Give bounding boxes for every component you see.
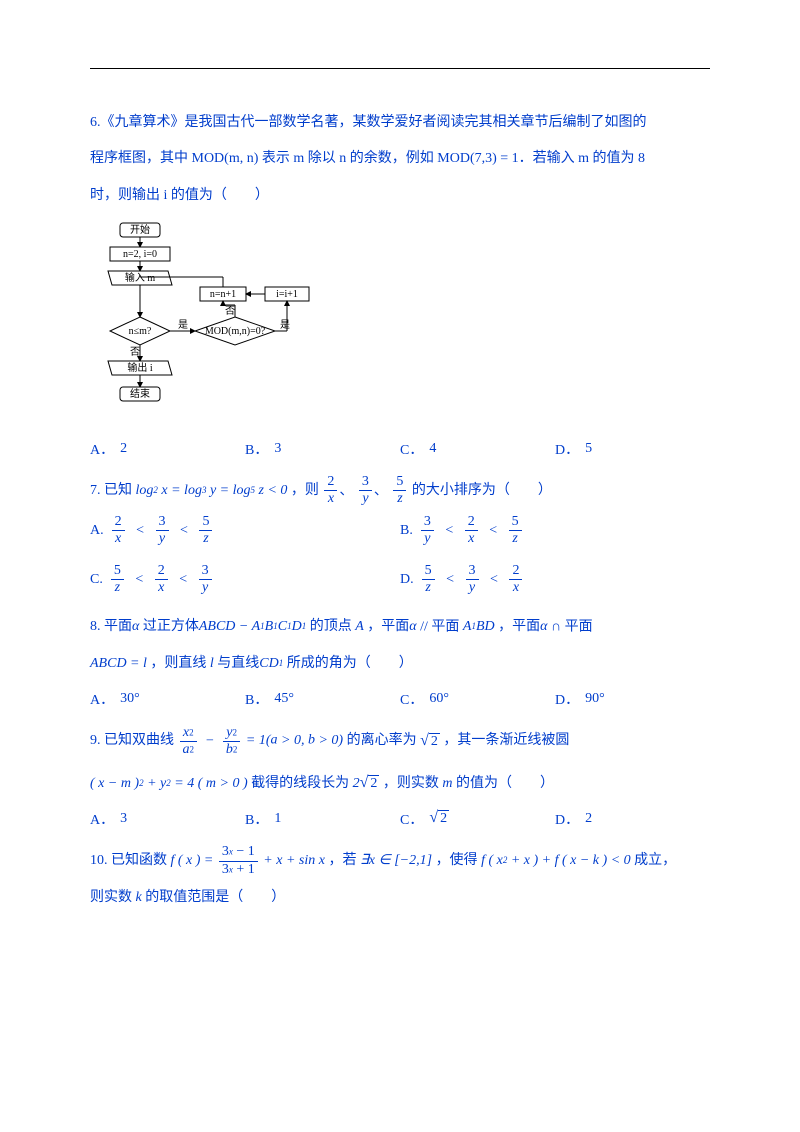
q6-opt-c: C．4 <box>400 439 555 459</box>
q7-opt-b: B. 3y < 2x < 5z <box>400 515 710 546</box>
q6-line3: 时，则输出 i 的值为（ ） <box>90 178 710 214</box>
svg-text:n=2, i=0: n=2, i=0 <box>123 249 157 260</box>
q7-opt-c: C. 5z < 2x < 3y <box>90 564 400 595</box>
svg-text:输出 i: 输出 i <box>127 361 152 374</box>
q6-opt-d: D．5 <box>555 439 710 459</box>
page-top-rule <box>90 68 710 69</box>
q9-stem: 9. 已知双曲线 x2a2 − y2b2 = 1(a > 0, b > 0) 的… <box>90 723 710 803</box>
q8-opt-b: B．45° <box>245 689 400 709</box>
q7-options-row1: A. 2x < 3y < 5z B. 3y < 2x < 5z <box>90 515 710 546</box>
q8-opt-a: A．30° <box>90 689 245 709</box>
svg-text:否: 否 <box>130 346 140 358</box>
q7-opt-a: A. 2x < 3y < 5z <box>90 515 400 546</box>
q6-line2: 程序框图，其中 MOD(m, n) 表示 m 除以 n 的余数，例如 MOD(7… <box>90 141 710 178</box>
q8-opt-c: C．60° <box>400 689 555 709</box>
q9-opt-a: A．3 <box>90 809 245 829</box>
q7-options-row2: C. 5z < 2x < 3y D. 5z < 3y < 2x <box>90 564 710 595</box>
q9-opt-c: C．√2 <box>400 809 555 829</box>
svg-text:i=i+1: i=i+1 <box>276 289 298 300</box>
svg-text:是: 是 <box>280 319 290 331</box>
svg-text:MOD(m,n)=0?: MOD(m,n)=0? <box>205 326 266 337</box>
q10-stem: 10. 已知函数 f ( x ) = 3x − 13x + 1 + x + si… <box>90 843 710 917</box>
q9-opt-b: B．1 <box>245 809 400 829</box>
q8-stem: 8. 平面α 过正方体ABCD − A1B1C1D1 的顶点 A ，平面α //… <box>90 609 710 683</box>
svg-text:n=n+1: n=n+1 <box>210 289 236 300</box>
svg-text:否: 否 <box>225 305 235 317</box>
q6-opt-a: A．2 <box>90 439 245 459</box>
svg-text:开始: 开始 <box>130 223 150 236</box>
q9-options: A．3 B．1 C．√2 D．2 <box>90 809 710 829</box>
q9-opt-d: D．2 <box>555 809 710 829</box>
svg-text:结束: 结束 <box>130 387 150 400</box>
q6-options: A．2 B．3 C．4 D．5 <box>90 439 710 459</box>
q6-line1: 6.《九章算术》是我国古代一部数学名著，某数学爱好者阅读完其相关章节后编制了如图… <box>90 105 710 141</box>
q6-opt-b: B．3 <box>245 439 400 459</box>
q7-opt-d: D. 5z < 3y < 2x <box>400 564 710 595</box>
q8-options: A．30° B．45° C．60° D．90° <box>90 689 710 709</box>
q8-opt-d: D．90° <box>555 689 710 709</box>
q6-flowchart: 开始 n=2, i=0 输入 m n=n+1 i=i+1 n≤m? 是 MOD(… <box>90 221 340 431</box>
q6-stem: 6.《九章算术》是我国古代一部数学名著，某数学爱好者阅读完其相关章节后编制了如图… <box>90 105 710 215</box>
q7-stem: 7. 已知 log2 x = log3 y = log5 z < 0 ，则 2x… <box>90 473 710 510</box>
svg-text:是: 是 <box>178 319 188 331</box>
svg-text:n≤m?: n≤m? <box>129 326 152 337</box>
